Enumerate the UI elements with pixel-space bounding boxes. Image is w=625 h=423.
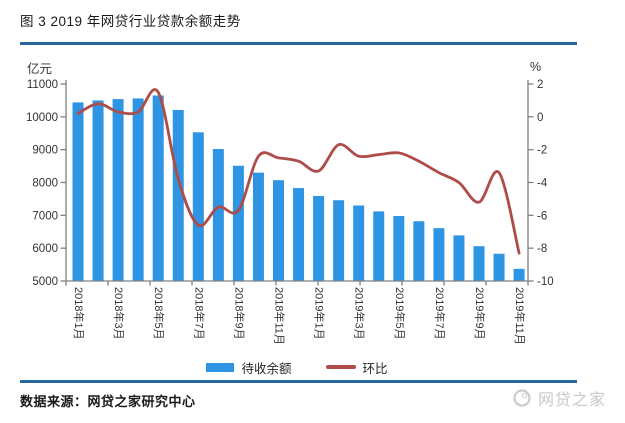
mom-change-line — [76, 88, 521, 255]
right-axis-tick: -4 — [537, 178, 548, 190]
bar-2018年1月 — [72, 102, 84, 282]
footer-divider — [20, 380, 577, 383]
x-axis-label: 2019年5月 — [393, 287, 407, 340]
right-axis-tick: -10 — [537, 276, 554, 288]
bar-2018年10月 — [252, 172, 264, 281]
bar-2018年7月 — [192, 132, 204, 281]
watermark: 网贷之家 — [512, 386, 606, 410]
left-axis-tick: 6000 — [32, 243, 58, 255]
left-axis-tick: 5000 — [32, 276, 58, 288]
bar-2018年3月 — [112, 99, 124, 281]
right-axis-tick: 0 — [537, 112, 543, 124]
left-axis-tick: 7000 — [32, 210, 58, 222]
figure-title: 图 3 2019 年网贷行业贷款余额走势 — [20, 14, 241, 29]
bar-2018年8月 — [212, 149, 224, 281]
bar-2019年1月 — [313, 195, 325, 281]
right-axis-tick: -6 — [537, 210, 547, 222]
bar-2018年2月 — [92, 100, 104, 282]
x-axis-label: 2019年7月 — [433, 287, 447, 340]
bar-2019年9月 — [473, 246, 485, 281]
right-axis-tick: 2 — [537, 79, 543, 91]
line-series-swatch-icon — [325, 365, 356, 369]
legend-item-mom: 环比 — [325, 358, 388, 377]
x-axis-label: 2018年11月 — [273, 287, 287, 345]
x-axis-label: 2018年9月 — [232, 287, 246, 340]
left-axis-unit-label: 亿元 — [27, 62, 53, 76]
bar-2019年8月 — [453, 235, 465, 281]
bar-2019年10月 — [493, 253, 505, 281]
legend-label-mom: 环比 — [362, 361, 388, 376]
x-axis-label: 2018年5月 — [152, 287, 166, 340]
right-axis-tick: -8 — [537, 243, 547, 255]
x-axis-label: 2018年3月 — [112, 287, 126, 340]
bar-2019年4月 — [373, 211, 385, 281]
bar-2018年5月 — [152, 95, 164, 281]
bar-2019年3月 — [353, 205, 365, 281]
left-axis-tick: 9000 — [32, 145, 58, 157]
chart-legend: 待收余额 环比 — [66, 358, 528, 376]
watermark-text: 网贷之家 — [538, 392, 607, 409]
left-axis-tick: 10000 — [26, 112, 58, 124]
data-source-label: 数据来源：网贷之家研究中心 — [20, 394, 196, 409]
left-axis-tick: 8000 — [32, 178, 58, 190]
legend-label-balance: 待收余额 — [241, 361, 292, 376]
right-axis-unit-label: % — [530, 60, 542, 74]
bar-2019年11月 — [513, 268, 525, 281]
x-axis-label: 2019年3月 — [353, 287, 367, 340]
x-axis-label: 2018年1月 — [72, 287, 86, 340]
wdzj-logo-icon — [513, 389, 531, 407]
legend-item-balance: 待收余额 — [206, 358, 292, 377]
bar-2018年11月 — [273, 180, 284, 281]
x-axis-label: 2019年9月 — [473, 287, 487, 340]
title-divider — [20, 42, 577, 45]
x-axis-label: 2019年11月 — [513, 287, 527, 345]
bar-2019年2月 — [333, 200, 345, 281]
bar-2018年4月 — [132, 98, 144, 282]
x-axis-label: 2019年1月 — [313, 287, 327, 340]
bar-series-swatch-icon — [206, 362, 235, 372]
left-axis-tick: 11000 — [27, 79, 58, 91]
bar-2019年7月 — [433, 228, 445, 281]
bar-2019年6月 — [413, 221, 425, 281]
bar-2018年9月 — [232, 165, 244, 281]
right-axis-tick: -2 — [537, 145, 547, 157]
bar-2019年5月 — [393, 215, 405, 281]
x-axis-label: 2018年7月 — [192, 287, 206, 340]
bar-2018年6月 — [172, 109, 184, 282]
bar-2018年12月 — [293, 188, 305, 281]
